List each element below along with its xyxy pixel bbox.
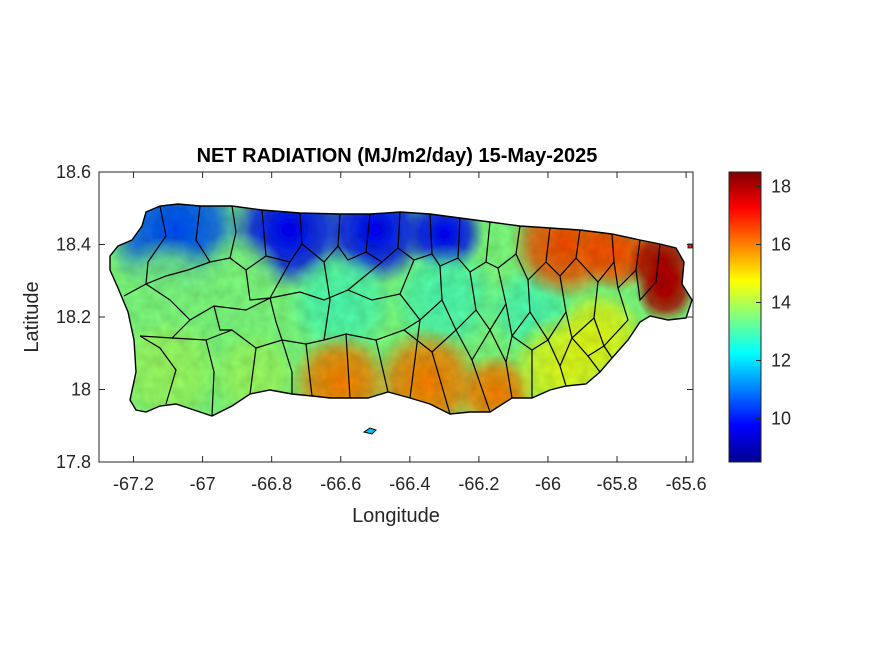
x-tick-label: -67 <box>190 474 216 494</box>
x-tick-label: -66.4 <box>389 474 430 494</box>
y-tick-label: 18.2 <box>56 307 91 327</box>
y-tick-label: 18.6 <box>56 162 91 182</box>
x-tick-label: -66.6 <box>320 474 361 494</box>
x-tick-label: -67.2 <box>113 474 154 494</box>
heat-cell <box>113 316 224 416</box>
heat-cell <box>187 230 288 331</box>
chart-title: NET RADIATION (MJ/m2/day) 15-May-2025 <box>197 145 598 167</box>
municipality-boundaries <box>123 205 661 416</box>
x-tick-label: -66.2 <box>458 474 499 494</box>
colorbar-tick-label: 10 <box>771 409 791 429</box>
colorbar-axis: 10 12 14 16 18 <box>756 177 791 429</box>
heat-cell <box>285 247 396 358</box>
colorbar-tick-label: 16 <box>771 235 791 255</box>
islet-caja-de-muertos <box>362 427 377 435</box>
x-tick-label: -66.8 <box>251 474 292 494</box>
colorbar-tick-label: 14 <box>771 293 791 313</box>
colorbar <box>728 171 762 463</box>
y-tick-label: 18.4 <box>56 235 91 255</box>
y-axis-label: Latitude <box>21 281 43 352</box>
x-axis: -67.2 -67 -66.8 -66.6 -66.4 -66.2 -66 -65.8 -65.… <box>113 172 707 494</box>
x-tick-label: -65.6 <box>666 474 707 494</box>
y-tick-label: 17.8 <box>56 452 91 472</box>
heat-cell <box>635 261 692 322</box>
x-tick-label: -66 <box>535 474 561 494</box>
colorbar-tick-label: 18 <box>771 177 791 197</box>
x-axis-label: Longitude <box>352 505 440 527</box>
y-tick-label: 18 <box>71 380 91 400</box>
y-axis: 17.8 18 18.2 18.4 18.6 <box>56 162 693 472</box>
x-tick-label: -65.8 <box>597 474 638 494</box>
colorbar-tick-label: 12 <box>771 351 791 371</box>
